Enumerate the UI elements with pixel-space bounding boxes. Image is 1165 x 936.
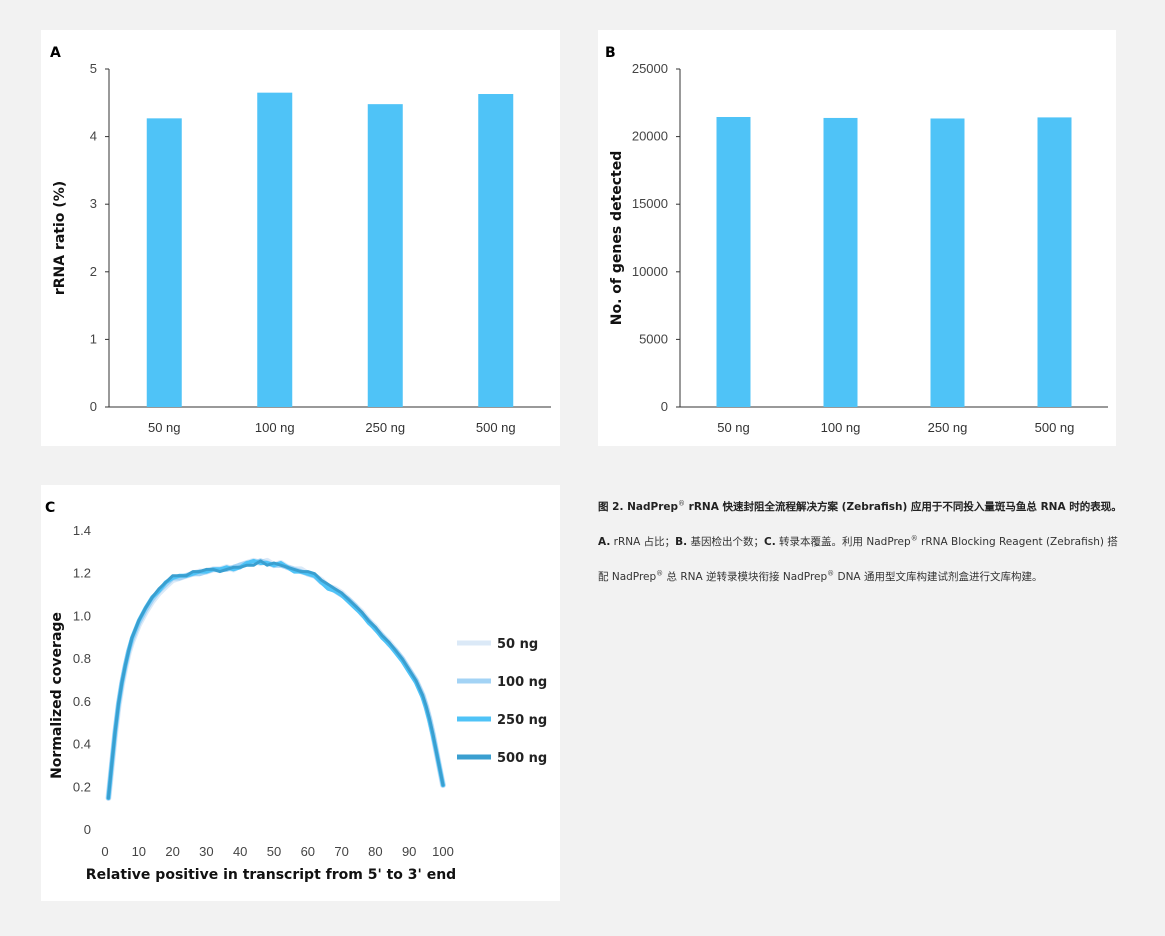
y-tick-label: 3: [90, 196, 97, 211]
y-tick-label: 0.6: [73, 694, 91, 709]
y-tick-label: 0: [661, 399, 668, 414]
chart-a: A 0 1 2 3 4 5 50 ng 100 ng 250 ng 500 ng rRNA ratio…: [50, 45, 551, 435]
y-tick-label: 10000: [632, 264, 668, 279]
chart-b: B 0 5000 10000 15000 20000 25000 50 ng 100 ng 250…: [605, 45, 1108, 435]
panel-c: C 0 0.2 0.4 0.6 0.8 1.0 1.2 1.4 0 10 20 30 40 50 60 70 80…: [41, 485, 560, 901]
x-tick-label: 100: [432, 844, 454, 859]
x-tick-label: 50 ng: [148, 420, 181, 435]
y-tick-label: 1.4: [73, 523, 91, 538]
y-axis-label: No. of genes detected: [609, 151, 625, 326]
x-tick-label: 100 ng: [821, 420, 861, 435]
caption-b-label: B.: [675, 536, 688, 548]
y-tick-label: 15000: [632, 196, 668, 211]
caption-reg-4: ®: [827, 569, 835, 578]
x-tick-label: 50 ng: [717, 420, 750, 435]
y-tick-label: 0: [84, 822, 91, 837]
y-tick-label: 20000: [632, 129, 668, 144]
y-tick-label: 0.4: [73, 737, 91, 752]
x-tick-label: 60: [301, 844, 315, 859]
bar: [146, 118, 182, 408]
panel-a: A 0 1 2 3 4 5 50 ng 100 ng 250 ng 500 ng rRNA ratio…: [41, 30, 560, 446]
caption-reg-2: ®: [910, 534, 918, 543]
x-tick-label: 500 ng: [476, 420, 516, 435]
legend-label: 50 ng: [497, 637, 538, 652]
bar: [367, 104, 403, 407]
caption-a-label: A.: [598, 536, 611, 548]
y-tick-label: 1: [90, 331, 97, 346]
y-tick-label: 1.2: [73, 566, 91, 581]
chart-c: C 0 0.2 0.4 0.6 0.8 1.0 1.2 1.4 0 10 20 30 40 50 60 70 80…: [45, 500, 547, 883]
y-tick-label: 25000: [632, 61, 668, 76]
y-tick-label: 1.0: [73, 608, 91, 623]
x-tick-label: 30: [199, 844, 213, 859]
caption-body-3: 总 RNA 逆转录模块衔接 NadPrep: [663, 571, 828, 583]
series-line: [105, 557, 446, 801]
x-tick-label: 100 ng: [255, 420, 295, 435]
x-tick-label: 70: [334, 844, 348, 859]
x-tick-label: 80: [368, 844, 382, 859]
caption-reg-1: ®: [678, 499, 686, 508]
x-tick-label: 40: [233, 844, 247, 859]
panel-label: C: [45, 500, 55, 516]
panel-b: B 0 5000 10000 15000 20000 25000 50 ng 100 ng 250…: [598, 30, 1116, 446]
x-tick-label: 250 ng: [928, 420, 968, 435]
caption-reg-3: ®: [656, 569, 664, 578]
x-tick-label: 500 ng: [1035, 420, 1075, 435]
panel-label: B: [605, 45, 616, 61]
y-tick-label: 0: [90, 399, 97, 414]
figure-caption: 图 2. NadPrep® rRNA 快速封阻全流程解决方案 (Zebrafis…: [598, 490, 1123, 595]
bar: [823, 117, 858, 408]
caption-c-label: C.: [763, 536, 776, 548]
y-tick-label: 4: [90, 129, 97, 144]
x-tick-label: 0: [101, 844, 108, 859]
caption-c-text: 转录本覆盖。: [775, 536, 843, 548]
caption-title-prefix: 图 2. NadPrep: [598, 501, 679, 513]
y-tick-label: 0.2: [73, 779, 91, 794]
y-axis-label: rRNA ratio (%): [52, 181, 68, 295]
x-tick-label: 90: [402, 844, 416, 859]
x-tick-label: 250 ng: [365, 420, 405, 435]
caption-body-2: rRNA Blocking Reagent (Zebrafish) 搭配 Nad…: [598, 536, 1118, 583]
y-tick-label: 5000: [639, 331, 668, 346]
legend-label: 250 ng: [497, 713, 547, 728]
y-axis-label: Normalized coverage: [49, 612, 65, 779]
series-line: [106, 559, 445, 800]
bar: [257, 92, 293, 407]
x-tick-label: 20: [165, 844, 179, 859]
panel-label: A: [50, 45, 61, 61]
caption-body-4: DNA 通用型文库构建试剂盒进行文库构建。: [834, 571, 1043, 583]
bar: [716, 116, 751, 407]
x-axis-label: Relative positive in transcript from 5' …: [86, 867, 456, 883]
y-tick-label: 5: [90, 61, 97, 76]
x-tick-label: 10: [132, 844, 146, 859]
x-tick-label: 50: [267, 844, 281, 859]
bar: [478, 94, 514, 408]
legend-label: 100 ng: [497, 675, 547, 690]
caption-a-text: rRNA 占比；: [610, 536, 676, 548]
caption-b-text: 基因检出个数；: [687, 536, 764, 548]
y-tick-label: 2: [90, 264, 97, 279]
legend-label: 500 ng: [497, 751, 547, 766]
caption-title-suffix: rRNA 快速封阻全流程解决方案 (Zebrafish) 应用于不同投入量斑马鱼…: [685, 501, 1122, 513]
bar: [930, 118, 965, 407]
caption-body-1: 利用 NadPrep: [842, 536, 911, 548]
bar: [1037, 117, 1072, 407]
y-tick-label: 0.8: [73, 651, 91, 666]
